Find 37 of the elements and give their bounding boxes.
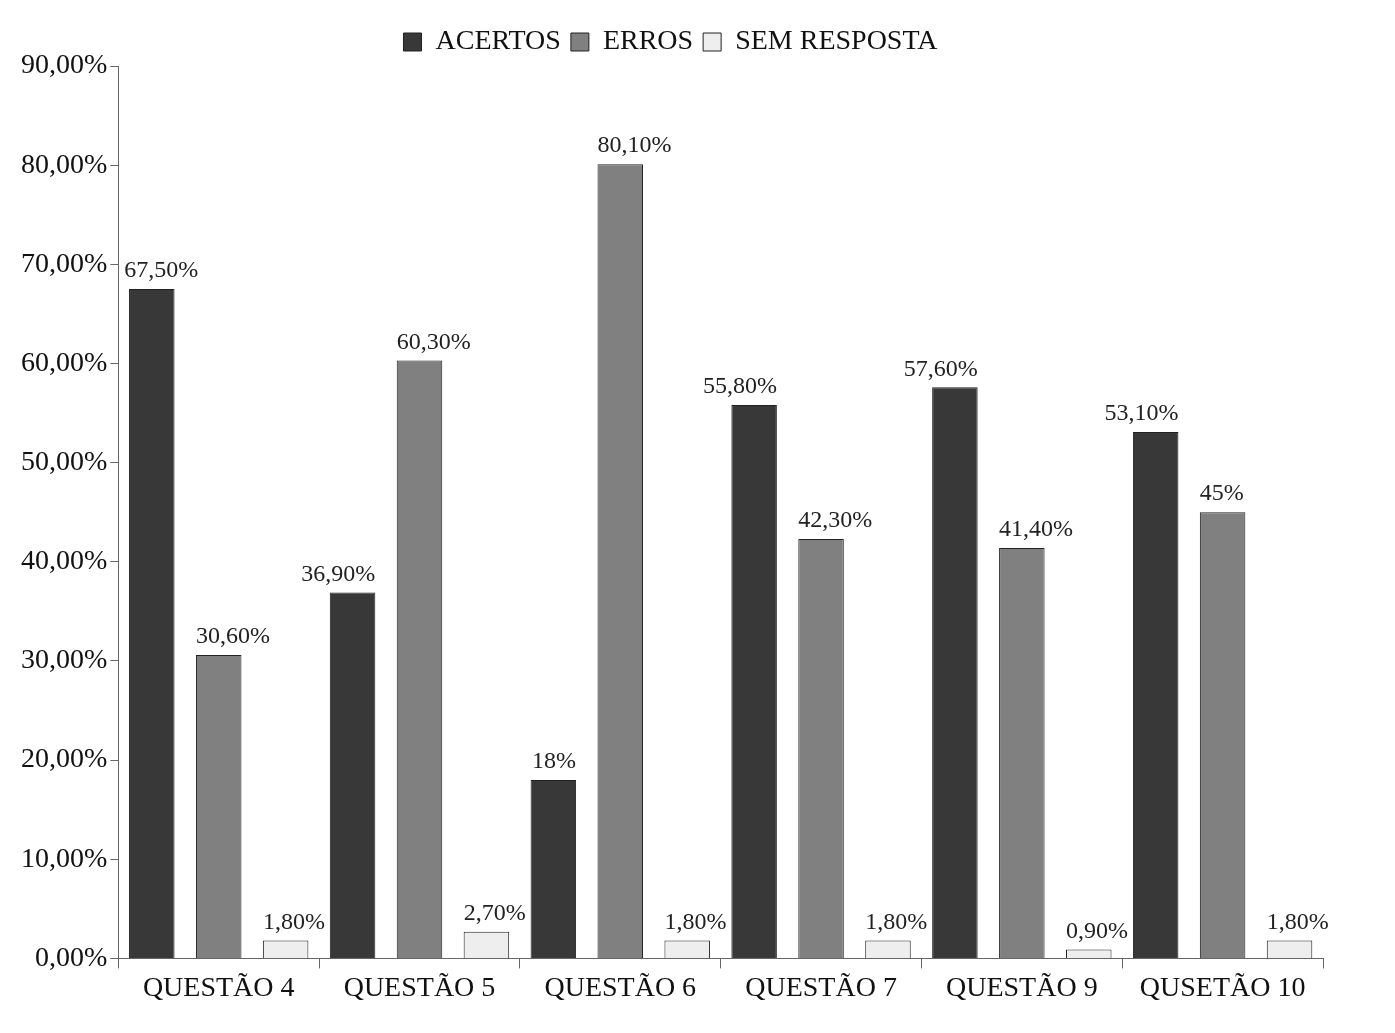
- y-tick-label: 80,00%: [21, 147, 108, 179]
- data-label: 42,30%: [798, 506, 873, 533]
- x-tick-label: QUSETÃO 10: [1139, 970, 1306, 1002]
- x-tick-label: QUESTÃO 6: [544, 970, 697, 1002]
- data-label: 67,50%: [124, 256, 199, 283]
- y-tick-label: 10,00%: [21, 841, 108, 873]
- y-tick-label: 0,00%: [35, 940, 108, 972]
- legend-label: SEM RESPOSTA: [735, 24, 939, 56]
- data-label: 53,10%: [1104, 399, 1179, 426]
- data-label: 55,80%: [702, 372, 777, 399]
- y-tick-label: 40,00%: [21, 544, 108, 576]
- y-tick-label: 60,00%: [21, 345, 108, 377]
- data-label: 1,80%: [262, 907, 325, 934]
- data-label: 0,90%: [1066, 916, 1128, 943]
- data-label: 1,80%: [865, 907, 928, 934]
- y-tick-label: 90,00%: [21, 48, 108, 80]
- data-label: 41,40%: [999, 515, 1074, 542]
- data-label: 1,80%: [1266, 907, 1329, 934]
- data-label: 1,80%: [664, 907, 727, 934]
- data-label: 30,60%: [195, 622, 270, 649]
- y-tick-label: 70,00%: [21, 246, 108, 278]
- data-label: 18%: [532, 747, 577, 774]
- data-label: 80,10%: [597, 131, 672, 158]
- data-label: 60,30%: [396, 327, 471, 354]
- x-tick-label: QUESTÃO 4: [142, 970, 295, 1002]
- x-tick-label: QUESTÃO 5: [343, 970, 496, 1002]
- y-tick-label: 20,00%: [21, 742, 108, 774]
- legend-label: ERROS: [602, 24, 694, 56]
- y-tick-label: 30,00%: [21, 643, 108, 675]
- data-label: 2,70%: [463, 898, 526, 925]
- data-label: 57,60%: [903, 354, 978, 381]
- y-tick-label: 50,00%: [21, 444, 108, 476]
- data-label: 36,90%: [301, 559, 376, 586]
- x-tick-label: QUESTÃO 7: [745, 970, 897, 1002]
- legend-label: ACERTOS: [435, 24, 561, 56]
- data-label: 45%: [1199, 479, 1244, 506]
- x-tick-label: QUESTÃO 9: [946, 970, 1098, 1002]
